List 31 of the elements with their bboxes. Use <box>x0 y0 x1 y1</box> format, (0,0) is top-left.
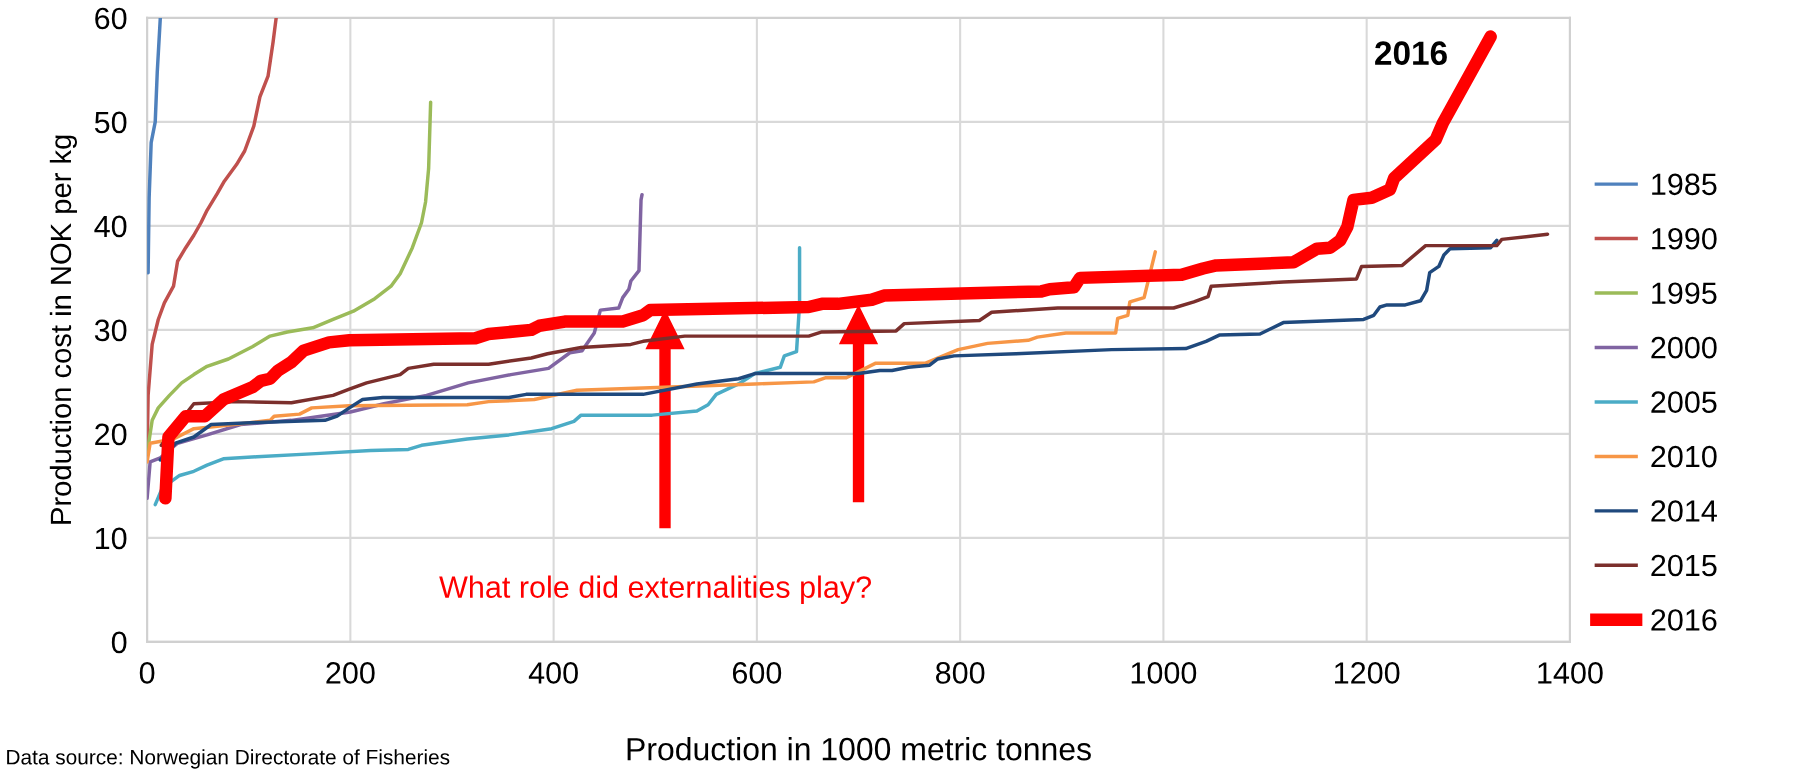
y-tick-label: 50 <box>94 111 127 134</box>
legend-label: 2005 <box>1651 391 1717 413</box>
y-tick-label: 30 <box>94 319 127 342</box>
legend-label: 1985 <box>1652 173 1717 196</box>
y-tick-label: 60 <box>95 7 127 30</box>
legend-label: 2014 <box>1651 500 1717 522</box>
legend-label: 2016 <box>1651 609 1717 631</box>
x-tick-label: 1000 <box>1131 662 1197 684</box>
line-series <box>153 245 802 507</box>
x-axis-title: Production in 1000 metric tonnes <box>627 737 1091 761</box>
x-tick-label: 600 <box>732 662 782 684</box>
legend-label: 2010 <box>1651 445 1717 468</box>
y-axis-title: Production cost in NOK per kg <box>49 135 77 524</box>
legend-label: 1990 <box>1652 227 1717 250</box>
legend-label: 2000 <box>1651 336 1717 359</box>
x-tick-label: 1200 <box>1335 662 1400 684</box>
y-tick-label: 40 <box>94 215 127 238</box>
annotation: What role did externalities play? <box>439 575 871 604</box>
x-tick-label: 200 <box>326 662 375 684</box>
x-tick-label: 400 <box>528 662 578 684</box>
annotation: 2016 <box>1375 41 1447 65</box>
legend-label: 2015 <box>1651 554 1717 577</box>
x-tick-label: 0 <box>139 662 155 684</box>
source-note: Data source: Norwegian Directorate of Fisheries <box>7 749 450 769</box>
y-tick-label: 0 <box>111 631 127 654</box>
legend-label: 1995 <box>1652 282 1717 305</box>
y-tick-label: 10 <box>96 527 127 550</box>
x-tick-label: 800 <box>935 662 985 684</box>
x-tick-label: 1400 <box>1538 662 1603 684</box>
y-tick-label: 20 <box>95 423 127 446</box>
line-series <box>147 17 163 275</box>
